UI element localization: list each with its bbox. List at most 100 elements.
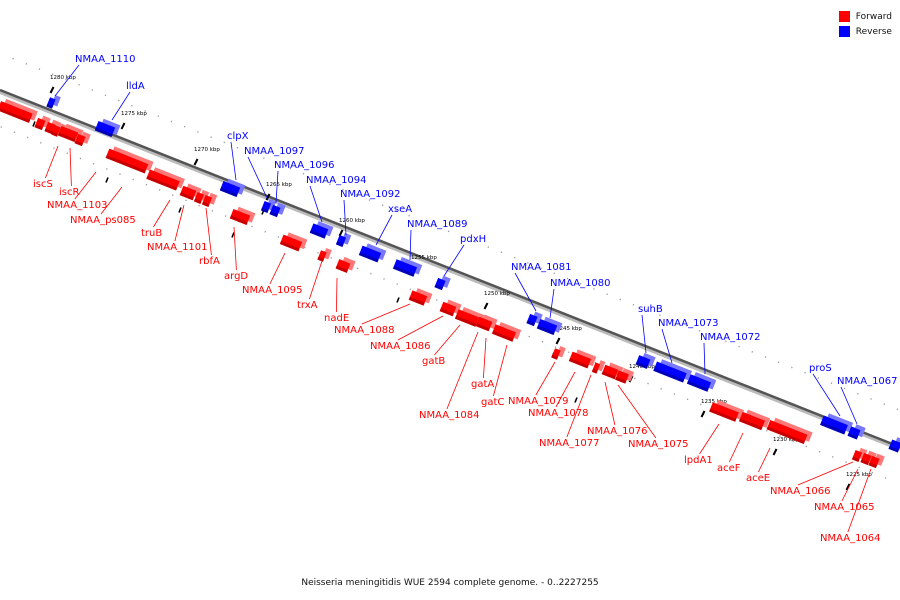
gene-label-forward[interactable]: NMAA_1065 bbox=[814, 502, 875, 513]
iscS-gene[interactable] bbox=[0, 97, 38, 124]
gene-label-reverse[interactable]: NMAA_1097 bbox=[244, 146, 305, 157]
axis-shadow bbox=[0, 90, 900, 451]
gene-label-forward[interactable]: NMAA_1075 bbox=[628, 439, 689, 450]
lpdA1-gene[interactable] bbox=[709, 398, 745, 423]
NMAA_1110-gene[interactable] bbox=[46, 94, 61, 111]
gene-label-forward[interactable]: gatA bbox=[471, 379, 494, 390]
leader-line bbox=[230, 141, 237, 181]
gene-label-reverse[interactable]: NMAA_1067 bbox=[837, 376, 898, 387]
fs5-gene[interactable] bbox=[74, 130, 91, 147]
leader-line bbox=[549, 288, 555, 319]
aceE-gene[interactable] bbox=[766, 416, 813, 445]
NMAA_1067-gene[interactable] bbox=[847, 423, 866, 441]
pdxH-gene[interactable] bbox=[434, 274, 451, 291]
gene-label-reverse[interactable]: suhB bbox=[638, 304, 663, 315]
NMAA_1089-gene[interactable] bbox=[392, 256, 423, 279]
NMAA_1095-gene[interactable] bbox=[279, 231, 308, 253]
gene-label-reverse[interactable]: NMAA_1073 bbox=[658, 318, 719, 329]
NMAA_1086-gene[interactable] bbox=[439, 298, 462, 318]
gene-label-forward[interactable]: gatC bbox=[481, 397, 504, 408]
gene-label-reverse[interactable]: lldA bbox=[126, 81, 145, 92]
lldA-gene[interactable] bbox=[94, 117, 121, 138]
fs2-gene[interactable] bbox=[34, 114, 51, 131]
gene-label-forward[interactable]: NMAA_1078 bbox=[528, 408, 589, 419]
gene-label-forward[interactable]: iscR bbox=[59, 187, 79, 198]
NMAA_1073-gene[interactable] bbox=[653, 358, 692, 384]
rv_end-gene[interactable] bbox=[888, 436, 900, 454]
gene-label-forward[interactable]: NMAA_1086 bbox=[370, 341, 431, 352]
NMAA_ps085-gene[interactable] bbox=[146, 166, 185, 192]
xseA-gene[interactable] bbox=[358, 242, 387, 264]
gene-label-forward[interactable]: trxA bbox=[297, 300, 318, 311]
gene-label-reverse[interactable]: xseA bbox=[388, 204, 412, 215]
rbfA-gene[interactable] bbox=[201, 191, 218, 208]
suhB-gene[interactable] bbox=[635, 351, 656, 370]
trxA-gene[interactable] bbox=[317, 247, 332, 264]
NMAA_1080-gene[interactable] bbox=[536, 315, 563, 336]
legend-reverse: Reverse bbox=[838, 24, 892, 39]
minor-tick bbox=[32, 121, 36, 127]
NMAA_1103-gene[interactable] bbox=[105, 145, 154, 175]
leader-line bbox=[153, 199, 171, 228]
gene-label-forward[interactable]: NMAA_1101 bbox=[147, 242, 208, 253]
gene-shadow bbox=[358, 252, 379, 263]
leader-line bbox=[409, 229, 412, 261]
leader-line bbox=[174, 204, 185, 242]
tick-mark bbox=[700, 410, 706, 418]
gene-label-forward[interactable]: NMAA_1084 bbox=[419, 410, 480, 421]
gene-label-reverse[interactable]: NMAA_1072 bbox=[700, 332, 761, 343]
gene-front-face bbox=[766, 419, 808, 445]
gene-label-reverse[interactable]: NMAA_1096 bbox=[274, 160, 335, 171]
NMAA_1066-gene[interactable] bbox=[851, 446, 868, 463]
gene-label-forward[interactable]: iscS bbox=[33, 179, 53, 190]
NMAA_1096-gene[interactable] bbox=[269, 201, 286, 218]
argD-gene[interactable] bbox=[229, 205, 256, 226]
NMAA_1094-gene[interactable] bbox=[309, 220, 334, 240]
gene-label-forward[interactable]: NMAA_1076 bbox=[587, 426, 648, 437]
gene-label-forward[interactable]: nadE bbox=[324, 313, 349, 324]
gene-label-reverse[interactable]: NMAA_1081 bbox=[511, 262, 572, 273]
gene-label-forward[interactable]: aceE bbox=[746, 473, 770, 484]
gene-label-forward[interactable]: NMAA_1095 bbox=[242, 285, 303, 296]
gene-label-reverse[interactable]: NMAA_1094 bbox=[306, 175, 367, 186]
nadE-gene[interactable] bbox=[335, 255, 356, 274]
proS-gene[interactable] bbox=[820, 412, 854, 436]
gene-label-forward[interactable]: truB bbox=[141, 228, 162, 239]
gene-label-forward[interactable]: NMAA_1103 bbox=[47, 200, 108, 211]
gene-label-forward[interactable]: NMAA_ps085 bbox=[70, 215, 136, 226]
NMAA_1077-gene[interactable] bbox=[591, 359, 606, 375]
gene-label-reverse[interactable]: proS bbox=[809, 363, 832, 374]
gene-label-forward[interactable]: argD bbox=[224, 271, 248, 282]
gene-label-forward[interactable]: NMAA_1079 bbox=[508, 396, 569, 407]
aceF-gene[interactable] bbox=[739, 408, 771, 431]
gene-label-reverse[interactable]: NMAA_1110 bbox=[75, 54, 136, 65]
NMAA_1088-gene[interactable] bbox=[408, 287, 433, 307]
NMAA_1078-gene[interactable] bbox=[568, 348, 597, 370]
NMAA_1079-gene[interactable] bbox=[551, 345, 566, 362]
gene-label-forward[interactable]: lpdA1 bbox=[684, 455, 713, 466]
gene-shadow bbox=[491, 330, 514, 342]
gene-label-reverse[interactable]: NMAA_1089 bbox=[407, 219, 468, 230]
gene-label-forward[interactable]: rbfA bbox=[199, 256, 220, 267]
gene-shadow bbox=[847, 433, 858, 440]
gene-label-forward[interactable]: NMAA_1077 bbox=[539, 438, 600, 449]
leader-line bbox=[483, 337, 487, 379]
gatC-gene[interactable] bbox=[491, 321, 522, 344]
gene-label-forward[interactable]: NMAA_1064 bbox=[820, 533, 881, 544]
gene-label-reverse[interactable]: clpX bbox=[227, 131, 249, 142]
genome-caption: Neisseria meningitidis WUE 2594 complete… bbox=[301, 578, 599, 588]
gene-label-forward[interactable]: NMAA_1066 bbox=[770, 486, 831, 497]
NMAA_1064-gene[interactable] bbox=[868, 452, 885, 469]
gatA-gene[interactable] bbox=[475, 313, 498, 333]
NMAA_1072-gene[interactable] bbox=[686, 371, 717, 394]
gene-label-forward[interactable]: gatB bbox=[422, 356, 445, 367]
gene-label-reverse[interactable]: pdxH bbox=[460, 234, 486, 245]
gene-label-forward[interactable]: NMAA_1088 bbox=[334, 325, 395, 336]
gene-label-reverse[interactable]: NMAA_1092 bbox=[340, 189, 401, 200]
gene-label-forward[interactable]: aceF bbox=[717, 463, 741, 474]
NMAA_1092-gene[interactable] bbox=[335, 231, 352, 248]
NMAA_1075-gene[interactable] bbox=[615, 367, 635, 386]
leader-line bbox=[434, 324, 461, 356]
clpX-gene[interactable] bbox=[219, 177, 246, 198]
gene-label-reverse[interactable]: NMAA_1080 bbox=[550, 278, 611, 289]
